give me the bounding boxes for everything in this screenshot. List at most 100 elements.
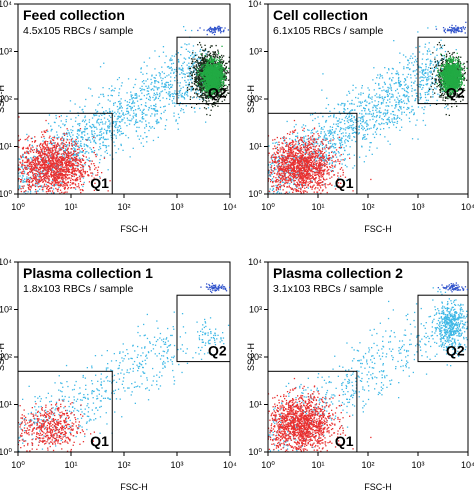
data-point <box>195 81 198 83</box>
data-point <box>154 98 156 100</box>
data-point <box>79 158 81 161</box>
data-point <box>42 153 45 155</box>
data-point <box>128 123 131 125</box>
data-point <box>39 180 41 182</box>
data-point <box>57 166 60 168</box>
data-point <box>182 109 184 111</box>
data-point <box>78 187 80 189</box>
data-point <box>39 168 41 170</box>
data-point <box>210 109 212 111</box>
data-point <box>15 173 16 174</box>
data-point <box>164 83 166 85</box>
data-point <box>72 153 74 156</box>
data-point <box>139 109 141 111</box>
data-point <box>212 51 214 53</box>
data-point <box>172 102 174 104</box>
data-point <box>132 100 134 102</box>
data-point <box>139 87 141 89</box>
data-point <box>70 181 72 183</box>
data-point <box>185 84 187 86</box>
data-point <box>217 62 219 64</box>
data-point <box>66 176 68 178</box>
data-point <box>30 190 32 192</box>
data-point <box>67 170 70 172</box>
data-point <box>218 59 220 62</box>
data-point <box>41 159 43 161</box>
data-point <box>16 156 17 157</box>
data-point <box>79 189 81 191</box>
data-point <box>44 169 46 171</box>
data-point <box>91 117 94 119</box>
data-point <box>186 88 188 90</box>
data-point <box>36 185 38 187</box>
data-point <box>82 165 84 167</box>
data-point <box>179 85 181 87</box>
data-point <box>96 154 98 156</box>
data-point <box>110 94 112 96</box>
data-point <box>40 186 42 188</box>
data-point <box>74 187 76 189</box>
data-point <box>204 60 206 62</box>
data-point <box>129 119 131 122</box>
data-point <box>39 185 41 187</box>
data-point <box>24 180 26 183</box>
data-point <box>59 192 61 194</box>
data-point <box>26 176 28 178</box>
data-point <box>95 167 97 169</box>
data-point <box>223 91 225 93</box>
data-point <box>48 170 50 173</box>
data-point <box>88 181 91 183</box>
data-point <box>213 66 215 68</box>
data-point <box>51 179 54 182</box>
data-point <box>91 130 93 132</box>
data-point <box>129 105 132 108</box>
data-point <box>37 171 39 173</box>
data-point <box>51 170 53 172</box>
data-point <box>150 78 152 81</box>
data-point <box>63 139 65 141</box>
data-point <box>195 89 197 91</box>
data-point <box>42 162 44 164</box>
data-point <box>46 156 48 158</box>
data-point <box>46 187 48 189</box>
data-point <box>217 100 219 102</box>
data-point <box>174 105 176 107</box>
data-point <box>118 88 121 90</box>
data-point <box>70 155 72 157</box>
data-point <box>49 164 51 167</box>
data-point <box>67 186 70 189</box>
data-point <box>10 162 11 163</box>
data-point <box>208 100 210 102</box>
data-point <box>85 124 88 126</box>
data-point <box>216 96 219 98</box>
data-point <box>55 156 58 159</box>
data-point <box>197 70 199 72</box>
data-point <box>56 154 58 156</box>
data-point <box>37 164 39 166</box>
data-point <box>50 140 52 143</box>
data-point <box>204 93 206 95</box>
data-point <box>106 131 108 133</box>
data-point <box>212 60 214 62</box>
data-point <box>55 176 57 178</box>
data-point <box>37 151 40 153</box>
data-point <box>58 177 60 179</box>
data-point <box>66 182 68 184</box>
data-point <box>26 199 27 200</box>
data-point <box>96 128 98 130</box>
data-point <box>164 128 166 130</box>
data-point <box>38 154 41 157</box>
data-point <box>47 188 49 191</box>
data-point <box>121 118 123 121</box>
data-point <box>55 144 57 146</box>
data-point <box>29 144 31 146</box>
data-point <box>40 136 43 138</box>
data-point <box>119 104 121 106</box>
data-point <box>141 92 143 94</box>
data-point <box>124 122 126 124</box>
data-point <box>77 137 79 139</box>
data-point <box>212 62 214 65</box>
data-point <box>46 153 48 156</box>
data-point <box>178 60 180 62</box>
data-point <box>53 166 55 168</box>
